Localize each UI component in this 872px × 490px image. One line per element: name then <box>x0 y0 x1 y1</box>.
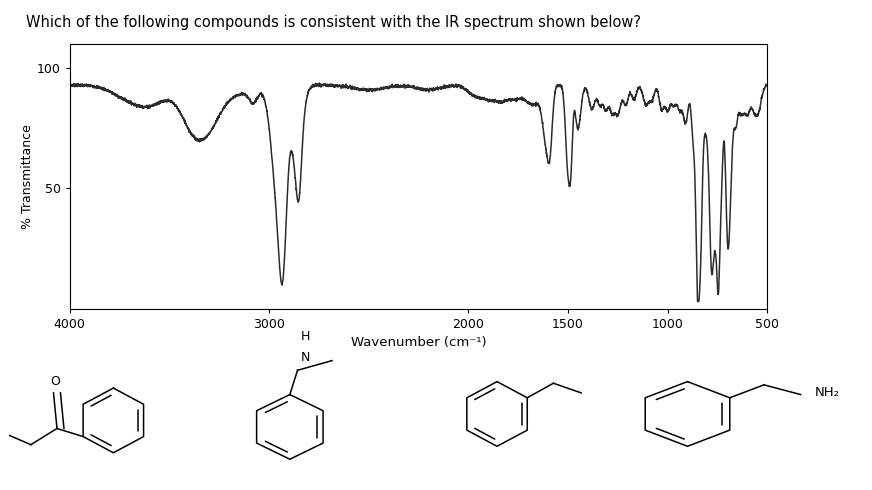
Y-axis label: % Transmittance: % Transmittance <box>21 124 34 229</box>
Text: N: N <box>301 351 310 364</box>
X-axis label: Wavenumber (cm⁻¹): Wavenumber (cm⁻¹) <box>351 336 487 349</box>
Text: O: O <box>51 375 60 388</box>
Text: H: H <box>301 330 310 343</box>
Text: NH₂: NH₂ <box>815 387 841 399</box>
Text: Which of the following compounds is consistent with the IR spectrum shown below?: Which of the following compounds is cons… <box>26 15 641 30</box>
